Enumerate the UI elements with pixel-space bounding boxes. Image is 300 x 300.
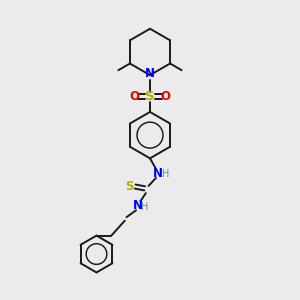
Text: H: H <box>162 169 169 179</box>
Text: S: S <box>125 180 134 193</box>
Text: O: O <box>130 90 140 103</box>
Text: O: O <box>160 90 170 103</box>
Text: N: N <box>153 167 163 180</box>
Text: N: N <box>145 67 155 80</box>
Text: N: N <box>133 200 143 212</box>
Text: H: H <box>141 202 148 212</box>
Text: S: S <box>145 90 155 103</box>
